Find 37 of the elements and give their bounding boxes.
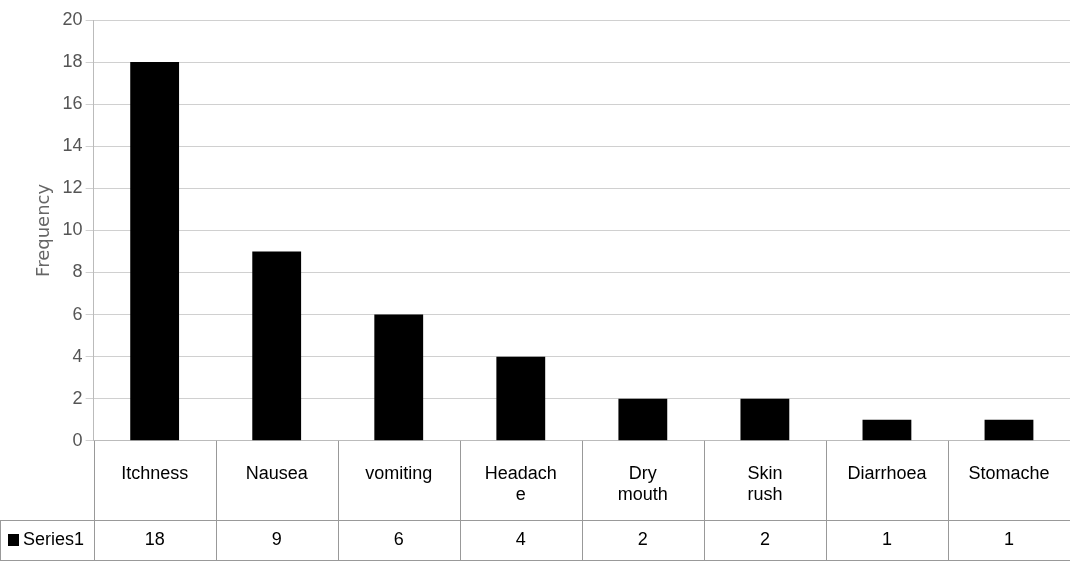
y-tick-label: 2: [72, 387, 83, 408]
data-label: 2: [637, 528, 648, 549]
y-tick-label: 6: [72, 303, 83, 324]
y-tick-label: 0: [72, 429, 83, 450]
data-label: 1: [881, 528, 892, 549]
data-label: 6: [393, 528, 404, 549]
bar: [740, 398, 790, 441]
x-tick-label: vomiting: [365, 462, 433, 483]
y-axis-title: Frequency: [32, 183, 54, 277]
bar: [130, 62, 180, 441]
y-tick-label: 16: [62, 93, 83, 114]
y-tick-label: 4: [72, 345, 83, 366]
y-tick-label: 8: [72, 261, 83, 282]
y-tick-label: 14: [62, 135, 83, 156]
bar: [862, 419, 912, 441]
x-tick-label: Skin rush: [747, 462, 783, 505]
data-label: 2: [759, 528, 770, 549]
legend-label: Series1: [23, 528, 85, 549]
bar: [374, 314, 424, 441]
data-label: 1: [1003, 528, 1014, 549]
x-tick-label: Itchness: [121, 462, 189, 483]
bar: [618, 398, 668, 441]
y-tick-label: 10: [62, 219, 83, 240]
data-label: 9: [271, 528, 282, 549]
x-tick-label: Nausea: [245, 462, 309, 483]
y-tick-label: 12: [62, 177, 83, 198]
x-tick-label: Stomache: [968, 462, 1050, 483]
bar: [496, 356, 546, 441]
x-tick-label: Dry mouth: [617, 462, 668, 505]
x-tick-label: Diarrhoea: [847, 462, 928, 483]
y-tick-label: 18: [62, 51, 83, 72]
bar: [252, 251, 302, 441]
x-tick-label: Headache: [484, 462, 557, 505]
bar: [984, 419, 1034, 441]
data-label: 4: [515, 528, 526, 549]
y-tick-label: 20: [62, 8, 83, 29]
data-label: 18: [144, 528, 165, 549]
